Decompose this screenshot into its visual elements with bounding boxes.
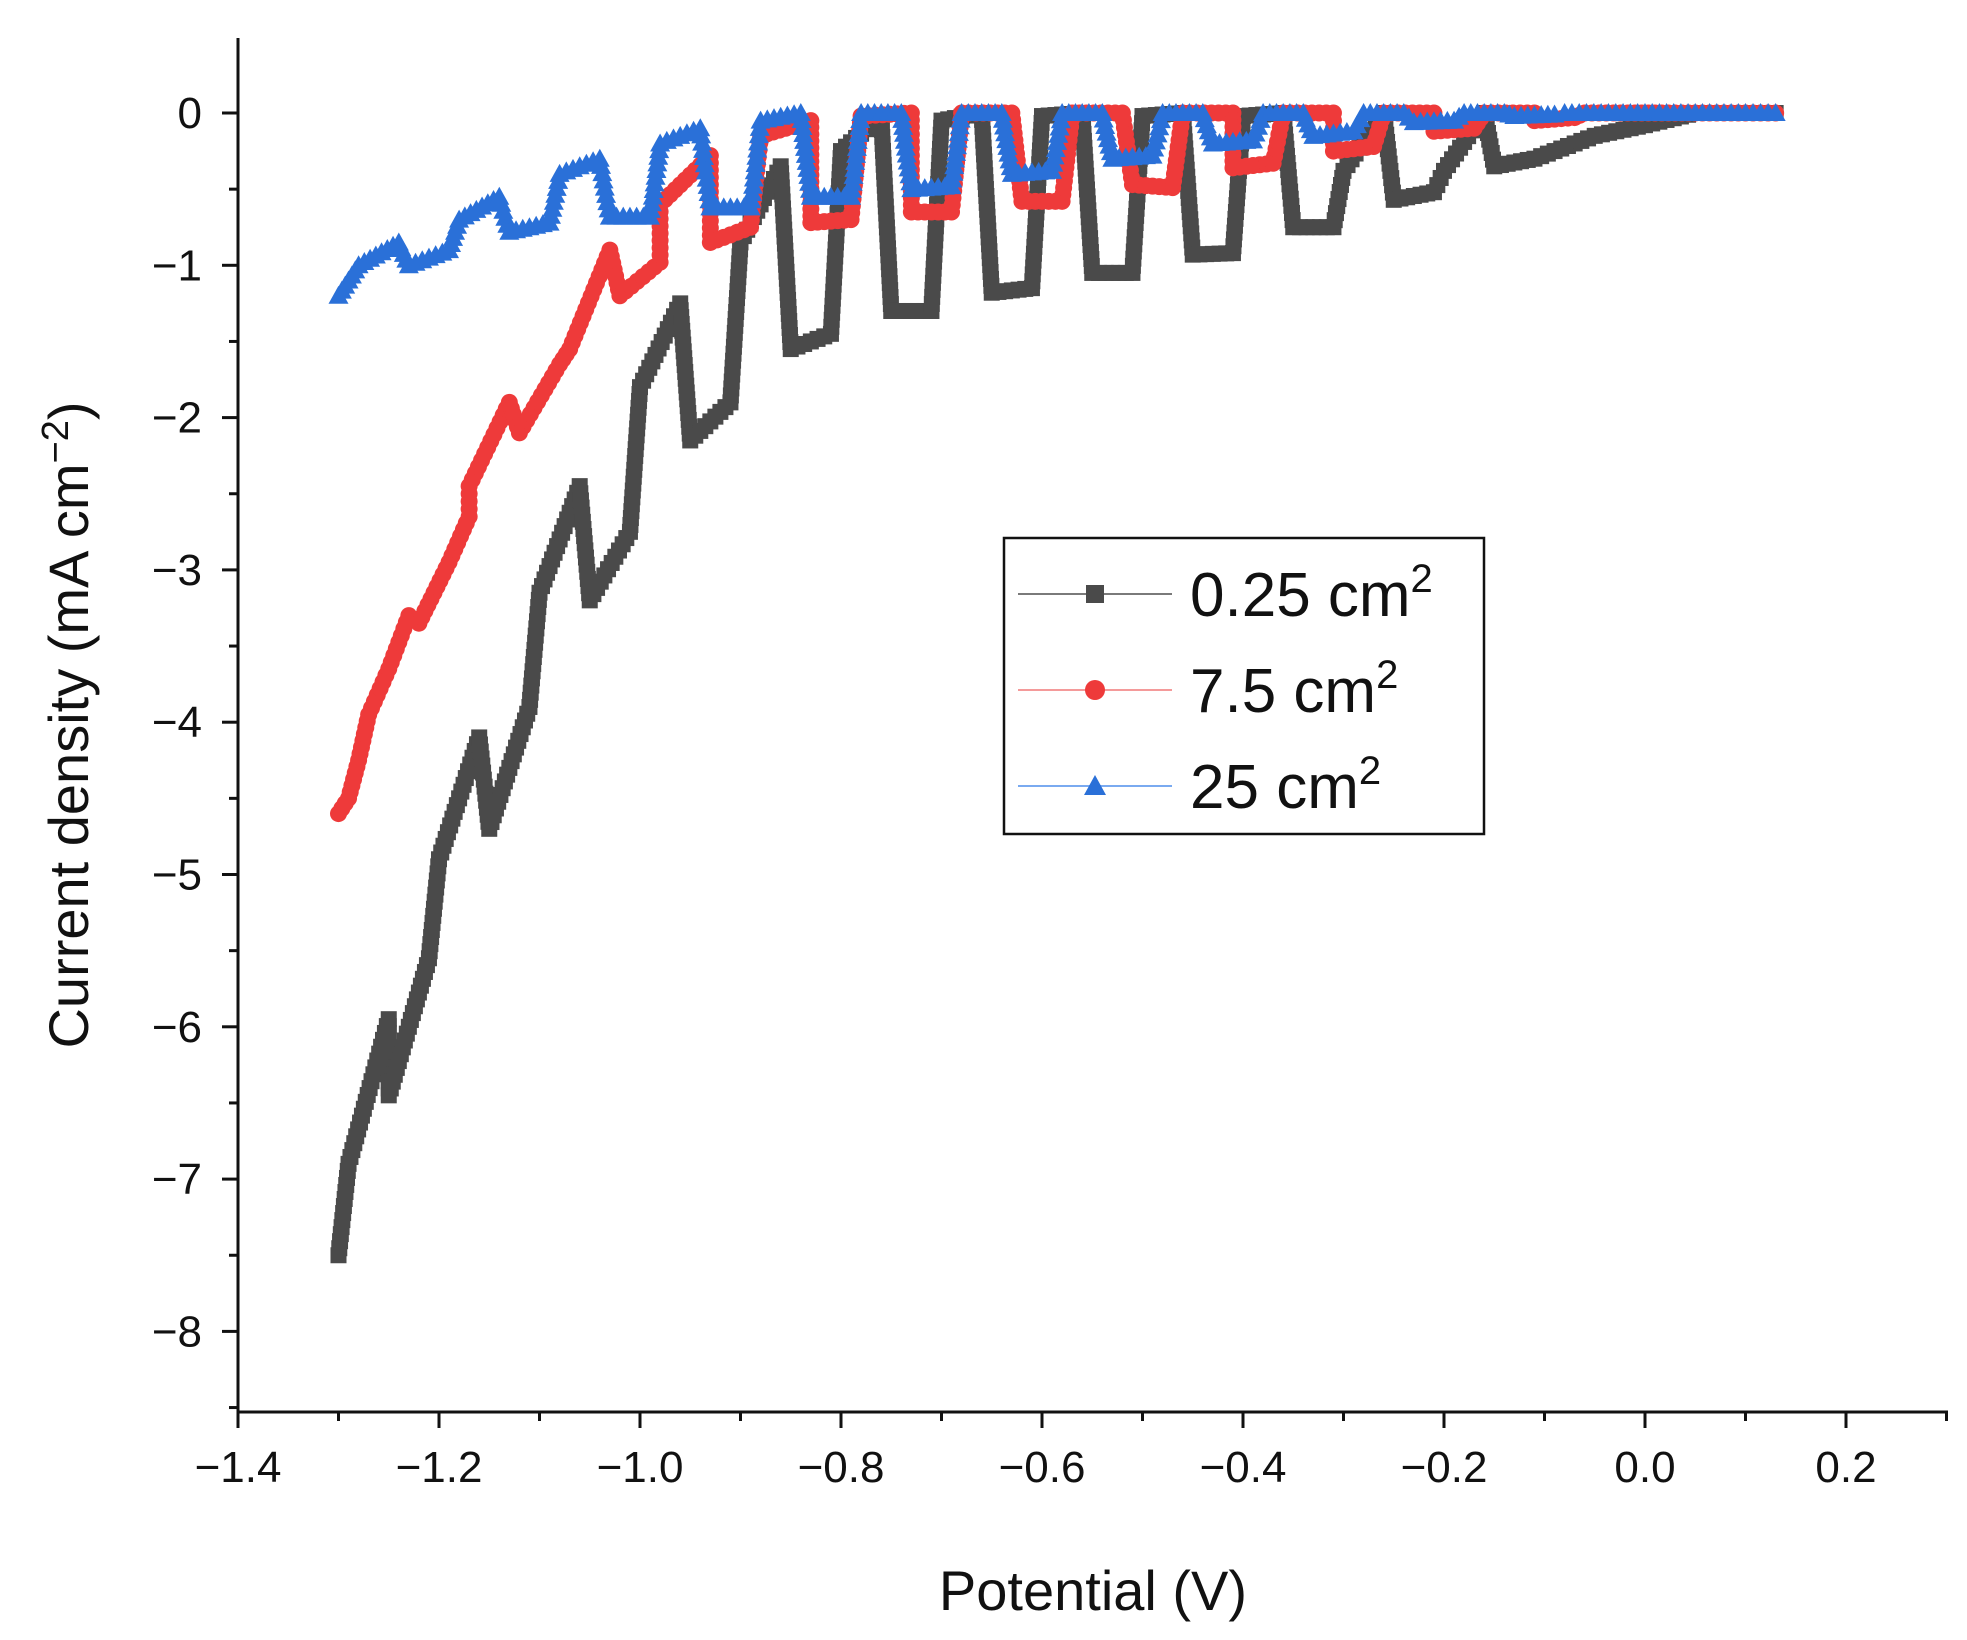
x-tick-label: 0.2 [1815,1443,1876,1492]
legend-label-1: 7.5 cm2 [1190,653,1398,726]
data-point [589,148,610,167]
legend-marker-2 [1084,775,1106,795]
y-tick-label: −1 [152,241,202,290]
legend-marker-1 [1085,680,1105,700]
legend: 0.25 cm2 7.5 cm2 25 cm2 [1002,536,1486,836]
series-2 [328,103,1786,304]
data-point [1765,103,1786,121]
data-point [594,177,615,196]
legend-marker-0 [1086,585,1104,603]
y-tick-label: −2 [152,394,202,443]
legend-label-2: 25 cm2 [1190,749,1381,822]
data-point [592,163,613,182]
x-tick-label: −0.6 [999,1443,1086,1492]
plot-area: −1.4 −1.2 −1.0 −0.8 −0.6 −0.4 −0.2 0.0 0.2 0 −1 −2… [152,38,1948,1492]
legend-entry-2: 25 cm2 [1018,749,1381,822]
x-tick-label: −0.8 [798,1443,885,1492]
x-tick-label: −0.4 [1200,1443,1287,1492]
x-tick-label: −0.2 [1401,1443,1488,1492]
y-tick-label: −5 [152,851,202,900]
y-axis-title-superscript: −2 [35,420,77,463]
data-point [597,192,618,211]
data-point [593,170,614,189]
y-axis-title: Current density (mA cm−2) [35,401,100,1048]
series-markers-2 [328,103,1786,304]
y-tick-label: −6 [152,1003,202,1052]
x-ticks: −1.4 −1.2 −1.0 −0.8 −0.6 −0.4 −0.2 0.0 0.2 [195,1412,1948,1492]
legend-entry-0: 0.25 cm2 [1018,557,1433,630]
x-tick-label: −1.4 [195,1443,282,1492]
y-axis-title-main: Current density (mA cm [37,463,100,1048]
x-tick-label: −1.0 [597,1443,684,1492]
data-point [596,184,617,203]
data-point [591,155,612,174]
y-tick-label: 0 [178,89,202,138]
y-tick-label: −8 [152,1307,202,1356]
y-tick-label: −4 [152,698,202,747]
x-axis-title: Potential (V) [939,1559,1247,1622]
y-axis-title-tail: ) [37,401,100,420]
series-layer [328,103,1786,1264]
y-tick-label: −7 [152,1155,202,1204]
legend-box [1002,536,1486,836]
y-ticks: 0 −1 −2 −3 −4 −5 −6 −7 −8 [152,89,238,1410]
legend-entry-1: 7.5 cm2 [1018,653,1398,726]
x-tick-label: −1.2 [396,1443,483,1492]
y-tick-label: −3 [152,546,202,595]
x-tick-label: 0.0 [1614,1443,1675,1492]
legend-label-0: 0.25 cm2 [1190,557,1433,630]
